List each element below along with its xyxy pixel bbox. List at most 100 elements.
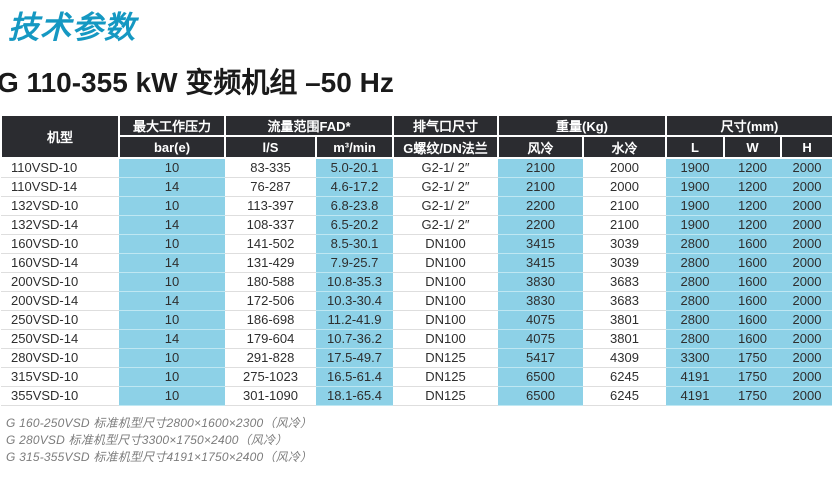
value-cell: 6.8-23.8 bbox=[316, 196, 393, 216]
footnote-dimensions-160-250: G 160-250VSD 标准机型尺寸2800×1600×2300（风冷） bbox=[6, 415, 313, 430]
subheader-water-cooled: 水冷 bbox=[582, 135, 667, 159]
value-cell: 4191 bbox=[666, 386, 724, 406]
value-cell: 8.5-30.1 bbox=[316, 234, 393, 254]
table-row: 250VSD-14 14 179-604 10.7-36.2 DN100 4075 3801… bbox=[1, 329, 832, 349]
value-cell: 179-604 bbox=[225, 329, 316, 349]
value-cell: 5417 bbox=[498, 348, 583, 368]
value-cell: 2000 bbox=[781, 253, 832, 273]
section-title: G 110-355 kW 变频机组 –50 Hz bbox=[0, 67, 394, 98]
value-cell: 76-287 bbox=[225, 177, 316, 197]
value-cell: 14 bbox=[119, 177, 225, 197]
value-cell: 4309 bbox=[583, 348, 666, 368]
value-cell: 2200 bbox=[498, 196, 583, 216]
value-cell: 2000 bbox=[781, 234, 832, 254]
table-row: 315VSD-10 10 275-1023 16.5-61.4 DN125 6500 624… bbox=[1, 367, 832, 387]
value-cell: 172-506 bbox=[225, 291, 316, 311]
value-cell: 14 bbox=[119, 329, 225, 349]
value-cell: 2800 bbox=[666, 272, 724, 292]
value-cell: 3801 bbox=[583, 329, 666, 349]
model-cell: 355VSD-10 bbox=[1, 386, 119, 406]
value-cell: 301-1090 bbox=[225, 386, 316, 406]
value-cell: 3039 bbox=[583, 253, 666, 273]
value-cell: 6500 bbox=[498, 386, 583, 406]
value-cell: 6245 bbox=[583, 386, 666, 406]
value-cell: 2000 bbox=[781, 386, 832, 406]
table-row: 160VSD-10 10 141-502 8.5-30.1 DN100 3415 3039 2… bbox=[1, 234, 832, 254]
value-cell: 10.7-36.2 bbox=[316, 329, 393, 349]
value-cell: 6.5-20.2 bbox=[316, 215, 393, 235]
value-cell: 3801 bbox=[583, 310, 666, 330]
value-cell: 2000 bbox=[781, 215, 832, 235]
value-cell: 113-397 bbox=[225, 196, 316, 216]
value-cell: 1750 bbox=[724, 386, 781, 406]
value-cell: DN100 bbox=[393, 234, 498, 254]
value-cell: DN100 bbox=[393, 329, 498, 349]
value-cell: 2800 bbox=[666, 253, 724, 273]
value-cell: 141-502 bbox=[225, 234, 316, 254]
value-cell: 2000 bbox=[781, 329, 832, 349]
value-cell: 2000 bbox=[781, 196, 832, 216]
value-cell: 2800 bbox=[666, 329, 724, 349]
header-model: 机型 bbox=[0, 114, 120, 159]
value-cell: 2000 bbox=[781, 158, 832, 178]
value-cell: 291-828 bbox=[225, 348, 316, 368]
model-cell: 250VSD-10 bbox=[1, 310, 119, 330]
header-weight: 重量(Kg) bbox=[497, 114, 667, 137]
value-cell: DN100 bbox=[393, 291, 498, 311]
table-row: 132VSD-10 10 113-397 6.8-23.8 G2-1/ 2″ 2200 21… bbox=[1, 196, 832, 216]
value-cell: G2-1/ 2″ bbox=[393, 158, 498, 178]
header-dimensions: 尺寸(mm) bbox=[664, 114, 832, 137]
table-row: 355VSD-10 10 301-1090 18.1-65.4 DN125 6500 624… bbox=[1, 386, 832, 406]
value-cell: 2800 bbox=[666, 234, 724, 254]
value-cell: 2000 bbox=[583, 158, 666, 178]
value-cell: 1600 bbox=[724, 310, 781, 330]
footnote-dimensions-280: G 280VSD 标准机型尺寸3300×1750×2400（风冷） bbox=[6, 432, 288, 447]
value-cell: G2-1/ 2″ bbox=[393, 177, 498, 197]
value-cell: 3415 bbox=[498, 253, 583, 273]
value-cell: 2100 bbox=[583, 215, 666, 235]
value-cell: 180-588 bbox=[225, 272, 316, 292]
value-cell: 275-1023 bbox=[225, 367, 316, 387]
value-cell: 10 bbox=[119, 367, 225, 387]
value-cell: 2000 bbox=[781, 291, 832, 311]
model-cell: 110VSD-10 bbox=[1, 158, 119, 178]
value-cell: G2-1/ 2″ bbox=[393, 196, 498, 216]
model-cell: 200VSD-14 bbox=[1, 291, 119, 311]
value-cell: 10 bbox=[119, 310, 225, 330]
value-cell: 17.5-49.7 bbox=[316, 348, 393, 368]
value-cell: 10.3-30.4 bbox=[316, 291, 393, 311]
value-cell: 3415 bbox=[498, 234, 583, 254]
subheader-thread-flange: G螺纹/DN法兰 bbox=[392, 135, 499, 159]
value-cell: 3300 bbox=[666, 348, 724, 368]
table-row: 160VSD-14 14 131-429 7.9-25.7 DN100 3415 3039 2… bbox=[1, 253, 832, 273]
value-cell: 4075 bbox=[498, 310, 583, 330]
value-cell: 2000 bbox=[583, 177, 666, 197]
value-cell: 7.9-25.7 bbox=[316, 253, 393, 273]
value-cell: 1600 bbox=[724, 329, 781, 349]
subheader-length: L bbox=[665, 135, 725, 159]
table-row: 280VSD-10 10 291-828 17.5-49.7 DN125 5417 4309… bbox=[1, 348, 832, 368]
value-cell: 2000 bbox=[781, 310, 832, 330]
value-cell: 10 bbox=[119, 234, 225, 254]
footnote-dimensions-315-355: G 315-355VSD 标准机型尺寸4191×1750×2400（风冷） bbox=[6, 449, 313, 464]
value-cell: G2-1/ 2″ bbox=[393, 215, 498, 235]
value-cell: 1600 bbox=[724, 291, 781, 311]
table-row: 110VSD-10 10 83-335 5.0-20.1 G2-1/ 2″ 2100 200… bbox=[1, 158, 832, 178]
subheader-flow-ls: l/S bbox=[224, 135, 317, 159]
value-cell: 1900 bbox=[666, 196, 724, 216]
model-cell: 160VSD-14 bbox=[1, 253, 119, 273]
value-cell: 3830 bbox=[498, 291, 583, 311]
model-cell: 280VSD-10 bbox=[1, 348, 119, 368]
value-cell: 186-698 bbox=[225, 310, 316, 330]
value-cell: 5.0-20.1 bbox=[316, 158, 393, 178]
value-cell: 6245 bbox=[583, 367, 666, 387]
value-cell: 1600 bbox=[724, 272, 781, 292]
value-cell: 1900 bbox=[666, 158, 724, 178]
value-cell: 131-429 bbox=[225, 253, 316, 273]
value-cell: 1600 bbox=[724, 234, 781, 254]
value-cell: 10 bbox=[119, 348, 225, 368]
value-cell: DN100 bbox=[393, 272, 498, 292]
value-cell: 14 bbox=[119, 215, 225, 235]
value-cell: 4075 bbox=[498, 329, 583, 349]
value-cell: 2100 bbox=[498, 177, 583, 197]
